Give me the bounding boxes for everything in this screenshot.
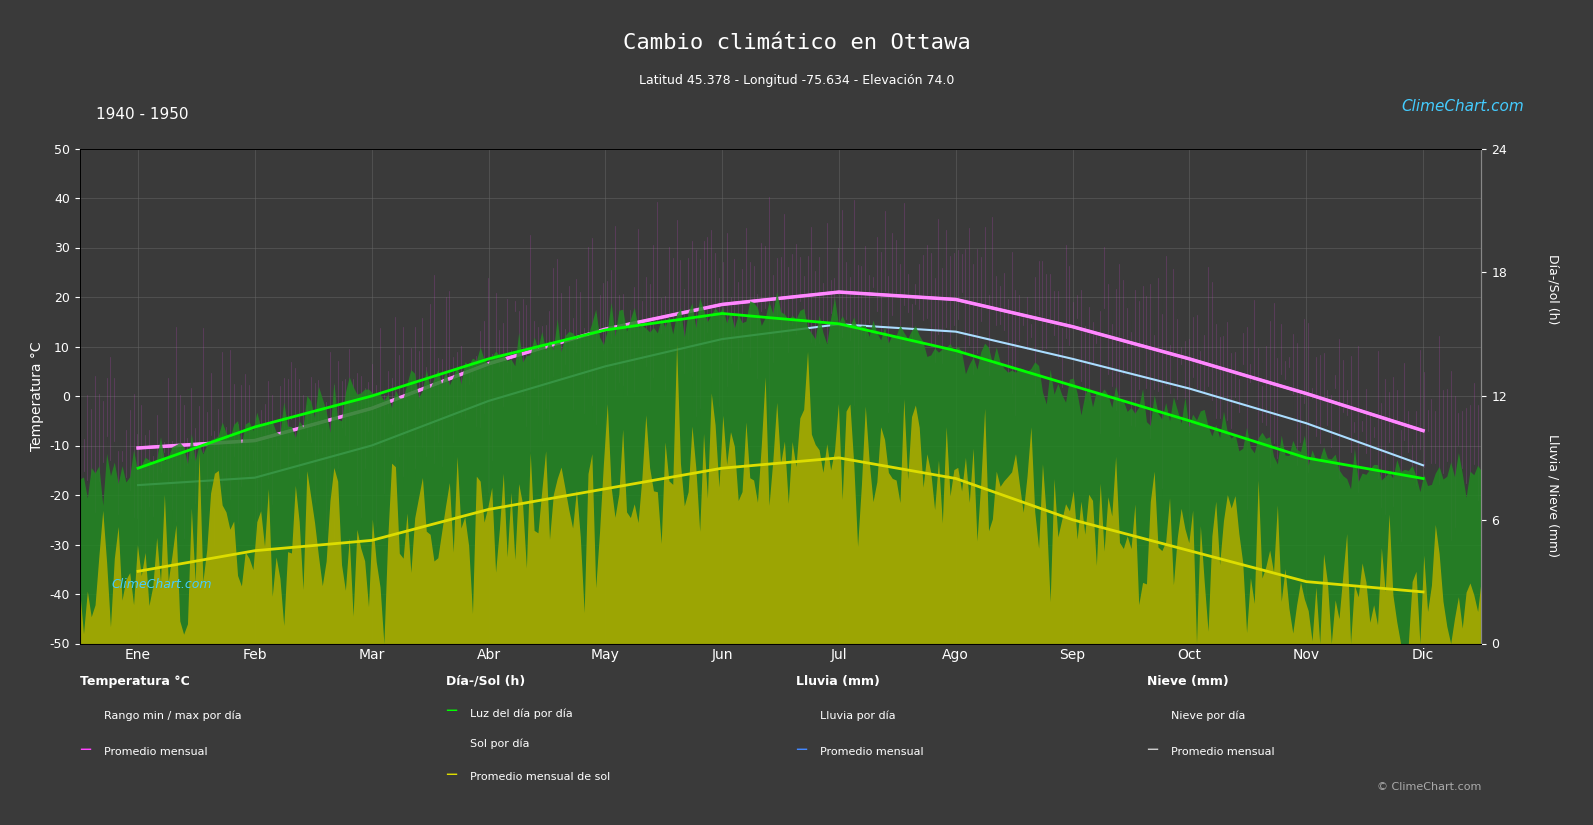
Text: Promedio mensual: Promedio mensual xyxy=(104,747,207,757)
Text: ─: ─ xyxy=(446,702,456,720)
Text: ─: ─ xyxy=(446,766,456,784)
Text: Cambio climático en Ottawa: Cambio climático en Ottawa xyxy=(623,33,970,53)
Text: ─: ─ xyxy=(1147,741,1157,759)
Text: © ClimeChart.com: © ClimeChart.com xyxy=(1376,782,1481,792)
Text: Promedio mensual: Promedio mensual xyxy=(1171,747,1274,757)
Text: ─: ─ xyxy=(80,741,89,759)
Y-axis label: Temperatura °C: Temperatura °C xyxy=(30,342,45,450)
Text: Promedio mensual de sol: Promedio mensual de sol xyxy=(470,772,610,782)
Text: Rango min / max por día: Rango min / max por día xyxy=(104,711,241,721)
Text: 1940 - 1950: 1940 - 1950 xyxy=(96,107,188,122)
Text: Lluvia por día: Lluvia por día xyxy=(820,711,895,721)
Text: Lluvia / Nieve (mm): Lluvia / Nieve (mm) xyxy=(1547,433,1560,557)
Text: Día-/Sol (h): Día-/Sol (h) xyxy=(446,675,526,688)
Text: Sol por día: Sol por día xyxy=(470,739,529,749)
Text: ClimeChart.com: ClimeChart.com xyxy=(1402,99,1525,114)
Text: Día-/Sol (h): Día-/Sol (h) xyxy=(1547,253,1560,324)
Text: Nieve por día: Nieve por día xyxy=(1171,711,1246,721)
Text: ─: ─ xyxy=(796,741,806,759)
Text: Lluvia (mm): Lluvia (mm) xyxy=(796,675,881,688)
Text: Latitud 45.378 - Longitud -75.634 - Elevación 74.0: Latitud 45.378 - Longitud -75.634 - Elev… xyxy=(639,74,954,87)
Text: Temperatura °C: Temperatura °C xyxy=(80,675,190,688)
Text: ClimeChart.com: ClimeChart.com xyxy=(112,578,212,591)
Text: Nieve (mm): Nieve (mm) xyxy=(1147,675,1228,688)
Text: Luz del día por día: Luz del día por día xyxy=(470,709,573,719)
Text: Promedio mensual: Promedio mensual xyxy=(820,747,924,757)
